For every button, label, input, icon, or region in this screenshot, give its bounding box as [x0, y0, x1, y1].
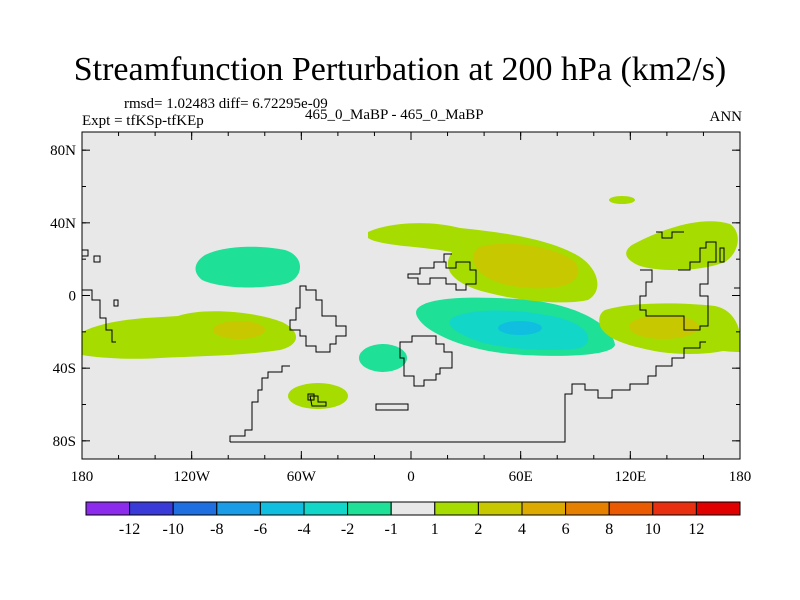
axis-ticks — [81, 132, 741, 459]
y-tick-label-4: 80S — [53, 434, 76, 450]
chart-title: Streamfunction Perturbation at 200 hPa (… — [73, 51, 727, 88]
colorbar-label-4: -4 — [297, 521, 310, 538]
colorbar-swatch-3 — [216, 501, 261, 516]
coastline-dateline-islands — [82, 249, 740, 343]
colorbar-label-5: -2 — [341, 521, 354, 538]
colorbar-swatch-1 — [129, 501, 174, 516]
colorbar-label-12: 10 — [645, 521, 661, 538]
coastline-layer — [82, 231, 740, 443]
x-tick-label-3: 0 — [407, 469, 415, 485]
x-tick-label-6: 180 — [729, 469, 752, 485]
contour-north-pacific-high — [626, 221, 738, 271]
y-tick-label-2: 0 — [69, 289, 77, 305]
x-tick-labels: 180 120W 60W 0 60E 120E 180 — [71, 469, 752, 485]
y-tick-label-3: 40S — [53, 361, 76, 377]
colorbar-swatch-5 — [303, 501, 349, 516]
colorbar-swatch-2 — [172, 501, 218, 516]
contour-asia-high-core — [473, 243, 579, 289]
coastline-eurasia — [407, 253, 477, 291]
colorbar-swatch-0 — [85, 501, 131, 516]
season-label: ANN — [709, 109, 743, 125]
coastline-australia-asia — [639, 231, 725, 331]
contour-pacific-south-core — [213, 321, 265, 339]
y-tick-label-1: 40N — [50, 216, 76, 232]
rmsd-diff-stats: rmsd= 1.02483 diff= 6.72295e-09 — [124, 96, 328, 112]
coastline-antarctica — [229, 341, 706, 443]
colorbar-swatch-14 — [695, 501, 741, 516]
contour-australia-high-core — [629, 315, 699, 339]
x-tick-label-4: 60E — [509, 469, 533, 485]
colorbar-swatch-9 — [477, 501, 523, 516]
experiment-label: Expt = tfKSp-tfKEp — [82, 113, 204, 129]
colorbar-label-11: 8 — [605, 521, 613, 538]
case-names: 465_0_MaBP - 465_0_MaBP — [305, 107, 484, 123]
colorbar-label-3: -6 — [254, 521, 267, 538]
coastline-south-america — [289, 285, 347, 353]
colorbar-label-9: 4 — [518, 521, 526, 538]
colorbar-swatch-10 — [521, 501, 567, 516]
colorbar-label-1: -10 — [163, 521, 184, 538]
colorbar-swatch-11 — [565, 501, 610, 516]
colorbar-label-6: -1 — [385, 521, 398, 538]
colorbar-label-0: -12 — [119, 521, 140, 538]
contour-fill-layer — [82, 196, 740, 409]
colorbar-swatch-13 — [652, 501, 697, 516]
plot-background — [82, 132, 740, 459]
colorbar-swatch-8 — [434, 501, 479, 516]
contour-atlantic-tropics — [195, 246, 300, 288]
colorbar-swatch-4 — [259, 501, 305, 516]
colorbar-label-7: 1 — [431, 521, 439, 538]
x-tick-label-0: 180 — [71, 469, 94, 485]
coastline-south-atlantic-islands — [307, 393, 315, 401]
contour-indian-ocean-core-inner — [498, 321, 542, 335]
colorbar-label-8: 2 — [474, 521, 482, 538]
colorbar-label-13: 12 — [688, 521, 704, 538]
colorbar-label-2: -8 — [210, 521, 223, 538]
coastline-africa — [309, 335, 453, 411]
x-tick-label-5: 120E — [614, 469, 646, 485]
colorbar-swatch-6 — [347, 501, 392, 516]
x-tick-label-1: 120W — [173, 469, 211, 485]
colorbar-swatch-12 — [608, 501, 654, 516]
colorbar: -12 -10 -8 -6 -4 -2 -1 1 2 4 6 8 10 12 — [85, 501, 741, 538]
x-tick-label-2: 60W — [287, 469, 317, 485]
colorbar-swatch-7 — [390, 501, 436, 516]
colorbar-label-10: 6 — [562, 521, 570, 538]
contour-north-pacific-small — [609, 196, 635, 204]
contour-south-atlantic — [359, 344, 407, 372]
y-tick-labels: 80N 40N 0 40S 80S — [50, 143, 76, 450]
y-tick-label-0: 80N — [50, 143, 76, 159]
